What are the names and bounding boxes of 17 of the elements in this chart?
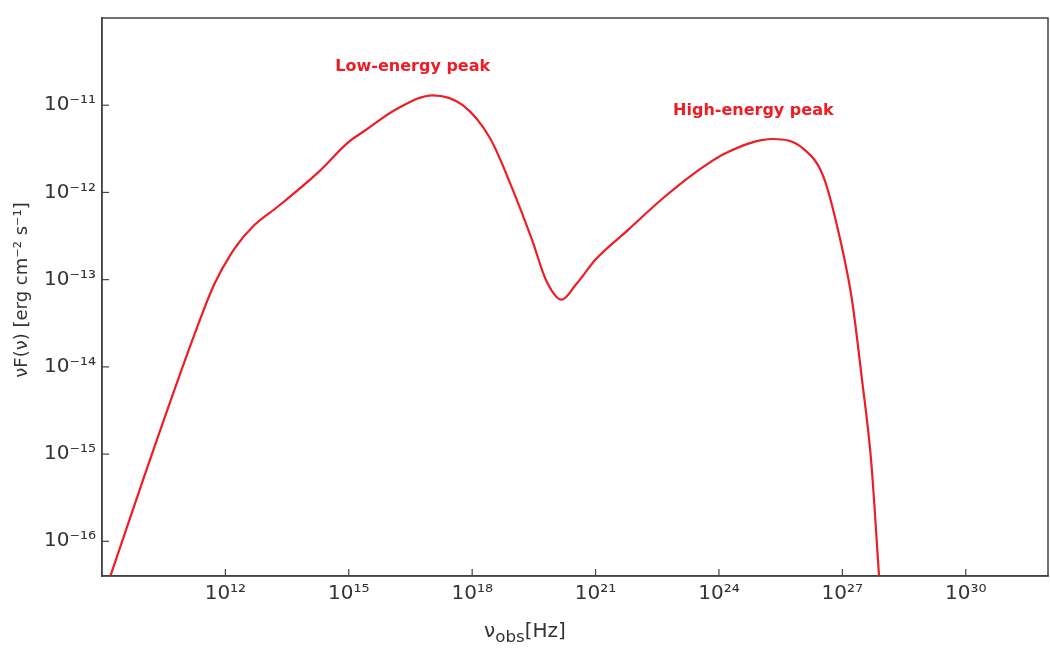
y-tick-label: 10⁻¹¹ [43, 91, 96, 116]
x-tick-label: 10²⁷ [821, 580, 864, 605]
x-tick-label: 10²¹ [574, 580, 617, 605]
y-tick-label: 10⁻¹⁵ [43, 440, 96, 465]
x-tick-label: 10¹⁵ [328, 580, 370, 605]
x-axis-title: ν$_{obs}$[Hz] [483, 618, 567, 646]
annotation: Low-energy peak [335, 56, 491, 76]
x-tick-label: 10¹⁸ [451, 580, 493, 605]
y-tick-label: 10⁻¹⁶ [43, 527, 96, 552]
y-tick-label: 10⁻¹³ [43, 265, 96, 290]
x-tick-label: 10¹² [204, 580, 247, 605]
annotation: High-energy peak [673, 100, 834, 120]
x-tick-label: 10²⁴ [698, 580, 740, 605]
y-tick-label: 10⁻¹² [43, 178, 96, 203]
y-tick-label: 10⁻¹⁴ [43, 353, 96, 378]
x-tick-label: 10³⁰ [945, 580, 987, 605]
y-axis-title: νF(ν) [erg cm⁻² s⁻¹] [9, 202, 31, 378]
